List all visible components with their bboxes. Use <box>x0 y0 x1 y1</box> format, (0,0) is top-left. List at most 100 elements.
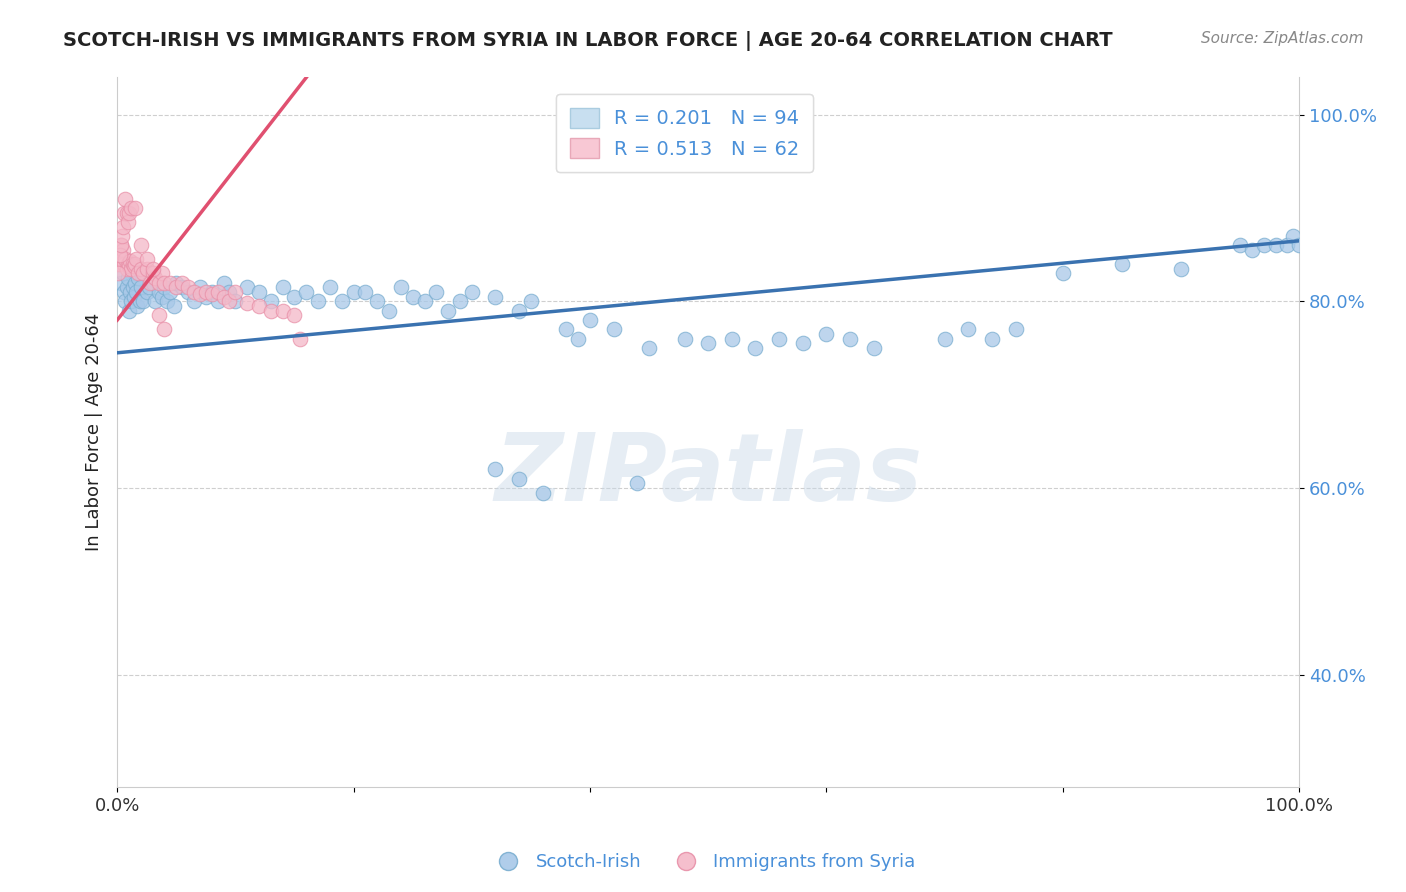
Point <box>153 280 176 294</box>
Point <box>148 309 170 323</box>
Point <box>1004 322 1026 336</box>
Point <box>461 285 484 299</box>
Point <box>132 267 155 281</box>
Point <box>135 261 157 276</box>
Point <box>143 271 166 285</box>
Point <box>150 267 173 281</box>
Point <box>124 201 146 215</box>
Point <box>425 285 447 299</box>
Point <box>449 294 471 309</box>
Point <box>1277 238 1299 252</box>
Point <box>124 257 146 271</box>
Point <box>697 336 720 351</box>
Point <box>1170 261 1192 276</box>
Point <box>531 485 554 500</box>
Point <box>105 257 128 271</box>
Point <box>207 294 229 309</box>
Point <box>142 267 165 281</box>
Point <box>247 299 270 313</box>
Point <box>1264 238 1286 252</box>
Point <box>132 294 155 309</box>
Point <box>638 341 661 355</box>
Point <box>413 294 436 309</box>
Point <box>114 252 136 267</box>
Point <box>153 322 176 336</box>
Text: ZIPatlas: ZIPatlas <box>494 429 922 521</box>
Point <box>124 276 146 290</box>
Point <box>980 332 1002 346</box>
Point <box>224 285 246 299</box>
Y-axis label: In Labor Force | Age 20-64: In Labor Force | Age 20-64 <box>86 313 103 551</box>
Point <box>1052 267 1074 281</box>
Point <box>121 257 143 271</box>
Point <box>108 257 131 271</box>
Point <box>626 476 648 491</box>
Point <box>120 294 142 309</box>
Point <box>112 243 135 257</box>
Point <box>934 332 956 346</box>
Point <box>115 280 138 294</box>
Point <box>120 201 142 215</box>
Point <box>112 219 135 234</box>
Point <box>290 332 312 346</box>
Point <box>555 322 578 336</box>
Point <box>218 285 240 299</box>
Point <box>1111 257 1133 271</box>
Point <box>112 206 135 220</box>
Point <box>110 276 132 290</box>
Point <box>120 261 142 276</box>
Point <box>129 238 152 252</box>
Point <box>127 299 149 313</box>
Point <box>342 285 364 299</box>
Point <box>212 290 235 304</box>
Point <box>508 472 530 486</box>
Point <box>163 299 186 313</box>
Text: Source: ZipAtlas.com: Source: ZipAtlas.com <box>1201 31 1364 46</box>
Point <box>520 294 543 309</box>
Point <box>125 252 148 267</box>
Point <box>721 332 744 346</box>
Point <box>128 294 150 309</box>
Point <box>122 259 145 273</box>
Point <box>207 285 229 299</box>
Point <box>112 285 135 299</box>
Point <box>224 294 246 309</box>
Point <box>153 276 176 290</box>
Point <box>111 252 134 267</box>
Point <box>437 303 460 318</box>
Point <box>815 327 838 342</box>
Point <box>1240 243 1263 257</box>
Text: SCOTCH-IRISH VS IMMIGRANTS FROM SYRIA IN LABOR FORCE | AGE 20-64 CORRELATION CHA: SCOTCH-IRISH VS IMMIGRANTS FROM SYRIA IN… <box>63 31 1114 51</box>
Point <box>201 287 224 301</box>
Point <box>138 280 160 294</box>
Point <box>484 290 506 304</box>
Point <box>602 322 624 336</box>
Point <box>129 280 152 294</box>
Point <box>194 285 217 299</box>
Point <box>112 257 135 271</box>
Point <box>127 271 149 285</box>
Point <box>110 238 132 252</box>
Point <box>143 294 166 309</box>
Point <box>107 248 129 262</box>
Point <box>156 294 179 309</box>
Point <box>212 276 235 290</box>
Point <box>389 280 412 294</box>
Point <box>148 276 170 290</box>
Point <box>148 285 170 299</box>
Point <box>283 290 305 304</box>
Point <box>117 257 139 271</box>
Point <box>260 294 283 309</box>
Point <box>1229 238 1251 252</box>
Point <box>112 267 135 281</box>
Point <box>183 285 205 299</box>
Point <box>236 280 259 294</box>
Point <box>120 254 142 268</box>
Point <box>508 303 530 318</box>
Point <box>354 285 377 299</box>
Point <box>218 294 240 309</box>
Point <box>150 290 173 304</box>
Point <box>1288 238 1310 252</box>
Point <box>118 259 141 273</box>
Point <box>378 303 401 318</box>
